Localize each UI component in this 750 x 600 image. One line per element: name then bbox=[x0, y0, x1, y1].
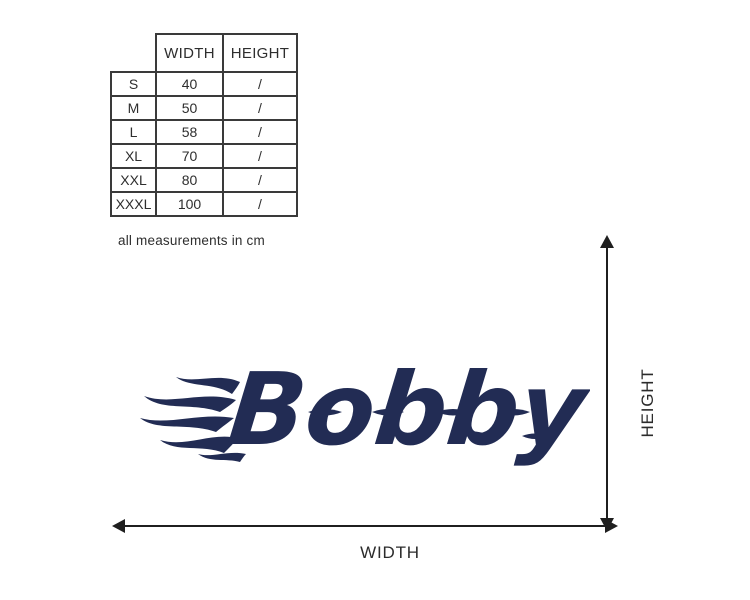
size-label-cell: S bbox=[110, 71, 157, 97]
size-row: M 50/ bbox=[110, 95, 298, 121]
column-header-width: WIDTH bbox=[155, 33, 224, 73]
measurements-note: all measurements in cm bbox=[118, 233, 265, 248]
width-value-cell: 80 bbox=[155, 167, 224, 193]
size-table-header-row: WIDTH HEIGHT bbox=[111, 33, 298, 73]
size-table: WIDTH HEIGHT S 40/M 50/L 58/XL 70/XXL 80/XXXL… bbox=[110, 33, 298, 217]
size-label-cell: XL bbox=[110, 143, 157, 169]
height-value-cell: / bbox=[222, 95, 298, 121]
width-dimension-arrow bbox=[112, 519, 618, 533]
height-value-cell: / bbox=[222, 119, 298, 145]
height-value-cell: / bbox=[222, 71, 298, 97]
size-row: S 40/ bbox=[110, 71, 298, 97]
size-label-cell: M bbox=[110, 95, 157, 121]
height-value-cell: / bbox=[222, 191, 298, 217]
width-value-cell: 70 bbox=[155, 143, 224, 169]
height-value-cell: / bbox=[222, 143, 298, 169]
height-value-cell: / bbox=[222, 167, 298, 193]
width-value-cell: 58 bbox=[155, 119, 224, 145]
size-label-cell: XXL bbox=[110, 167, 157, 193]
column-header-height: HEIGHT bbox=[222, 33, 298, 73]
size-label-cell: XXXL bbox=[110, 191, 157, 217]
arrowhead-left-icon bbox=[112, 519, 125, 533]
logo-text: Bobby bbox=[223, 356, 590, 468]
width-dimension-label: WIDTH bbox=[360, 543, 420, 562]
arrowhead-right-icon bbox=[605, 519, 618, 533]
flame-logo-graphic: Bobby bbox=[140, 356, 590, 468]
width-value-cell: 40 bbox=[155, 71, 224, 97]
product-logo: Bobby bbox=[140, 356, 590, 470]
size-row: XL 70/ bbox=[110, 143, 298, 169]
width-value-cell: 100 bbox=[155, 191, 224, 217]
arrowhead-up-icon bbox=[600, 235, 614, 248]
corner-cell bbox=[111, 34, 156, 72]
size-row: XXXL 100/ bbox=[110, 191, 298, 217]
height-dimension-label: HEIGHT bbox=[638, 368, 657, 438]
flame-tongues bbox=[140, 377, 548, 462]
size-label-cell: L bbox=[110, 119, 157, 145]
height-dimension-arrow bbox=[600, 235, 614, 531]
size-row: XXL 80/ bbox=[110, 167, 298, 193]
size-row: L 58/ bbox=[110, 119, 298, 145]
width-value-cell: 50 bbox=[155, 95, 224, 121]
